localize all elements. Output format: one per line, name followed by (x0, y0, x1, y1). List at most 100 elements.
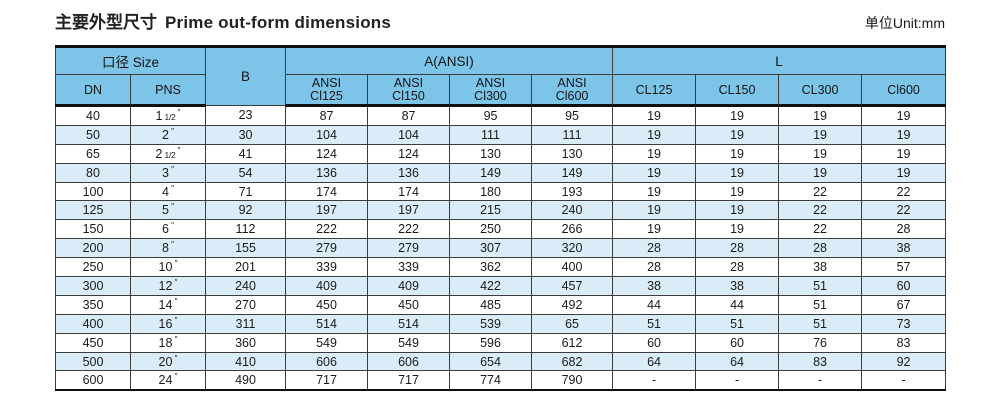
cell-dn: 250 (55, 257, 131, 278)
cell-b: 311 (205, 313, 287, 334)
cell-l-cl125: 19 (612, 162, 697, 183)
cell-l-cl600: - (861, 370, 947, 391)
cell-dn: 65 (55, 143, 131, 164)
cell-a-cl125: 222 (285, 219, 369, 240)
table-row-dn-65: 65 2 1/2 ″ 41 124 124 130 130 19 19 19 19 (55, 143, 947, 164)
header-size-group: 口径 Size (54, 46, 207, 75)
cell-l-cl300: 76 (778, 332, 863, 353)
cell-dn: 500 (55, 351, 131, 372)
cell-b: 41 (205, 143, 287, 164)
table-row-dn-100: 100 4 ″ 71 174 174 180 193 19 19 22 22 (55, 181, 947, 202)
cell-l-cl600: 38 (861, 238, 947, 259)
cell-a-cl600: 682 (531, 351, 614, 372)
cell-l-cl125: 44 (612, 294, 697, 315)
cell-pns: 20 ″ (129, 351, 207, 372)
table-row-dn-125: 125 5 ″ 92 197 197 215 240 19 19 22 22 (55, 200, 947, 221)
cell-a-cl150: 409 (367, 276, 451, 296)
cell-a-cl300: 485 (449, 294, 533, 315)
cell-a-cl125: 87 (285, 105, 369, 126)
cell-pns: 18 ″ (129, 332, 207, 353)
cell-a-cl125: 136 (285, 162, 369, 183)
cell-l-cl125: 19 (612, 200, 697, 221)
table-body: 40 1 1/2 ″ 23 87 87 95 95 19 19 19 19 50 2 ″ 30 104 104… (55, 105, 947, 391)
cell-a-cl300: 111 (449, 124, 533, 145)
cell-b: 30 (205, 124, 287, 145)
cell-a-cl150: 87 (367, 105, 451, 126)
header-a-cl300: ANSI Cl300 (449, 74, 533, 107)
cell-l-cl125: 38 (612, 276, 697, 296)
cell-dn: 80 (55, 162, 131, 183)
cell-a-cl150: 514 (367, 313, 451, 334)
cell-l-cl125: 19 (612, 181, 697, 202)
table-row-dn-200: 200 8 ″ 155 279 279 307 320 28 28 28 38 (55, 238, 947, 259)
cell-l-cl300: 22 (778, 219, 863, 240)
cell-l-cl150: - (695, 370, 780, 391)
header-a-cl150: ANSI Cl150 (367, 74, 451, 107)
cell-b: 23 (205, 105, 287, 126)
cell-a-cl125: 549 (285, 332, 369, 353)
header-l-group: L (612, 46, 947, 75)
cell-l-cl600: 92 (861, 351, 947, 372)
cell-a-cl600: 65 (531, 313, 614, 334)
cell-a-cl300: 250 (449, 219, 533, 240)
header-l-cl125: CL125 (612, 74, 697, 107)
cell-dn: 300 (55, 276, 131, 296)
cell-dn: 200 (55, 238, 131, 259)
cell-a-cl125: 339 (285, 257, 369, 278)
table-row-dn-600: 600 24 ″ 490 717 717 774 790- - - - (55, 370, 947, 391)
cell-b: 410 (205, 351, 287, 372)
cell-l-cl125: - (612, 370, 697, 391)
cell-a-cl600: 95 (531, 105, 614, 126)
cell-a-cl150: 174 (367, 181, 451, 202)
cell-l-cl150: 19 (695, 143, 780, 164)
cell-l-cl125: 19 (612, 143, 697, 164)
table-row-dn-400: 400 16 ″ 311 514 514 539 65 51 51 51 73 (55, 313, 947, 334)
cell-pns: 10 ″ (129, 257, 207, 278)
cell-pns: 12 ″ (129, 276, 207, 296)
cell-dn: 450 (55, 332, 131, 353)
cell-pns: 14 ″ (129, 294, 207, 315)
cell-l-cl150: 19 (695, 219, 780, 240)
dimensions-table: 口径 Size B A(ANSI) L DN PNS ANSI Cl125 ANSI… (54, 45, 947, 392)
header-l-cl300: CL300 (778, 74, 863, 107)
cell-a-cl600: 457 (531, 276, 614, 296)
header-a-cl600: ANSI Cl600 (531, 74, 614, 107)
cell-l-cl600: 19 (861, 162, 947, 183)
cell-l-cl300: 19 (778, 162, 863, 183)
cell-l-cl150: 19 (695, 124, 780, 145)
cell-l-cl300: 51 (778, 294, 863, 315)
table-header: 口径 Size B A(ANSI) L DN PNS ANSI Cl125 ANSI… (54, 46, 947, 107)
cell-dn: 50 (55, 124, 131, 145)
cell-pns: 24 ″ (129, 370, 207, 391)
cell-l-cl125: 19 (612, 124, 697, 145)
cell-a-cl125: 514 (285, 313, 369, 334)
cell-l-cl150: 19 (695, 200, 780, 221)
cell-a-cl125: 104 (285, 124, 369, 145)
table-row-dn-80: 80 3 ″ 54 136 136 149 149 19 19 19 19 (55, 162, 947, 183)
cell-a-cl125: 409 (285, 276, 369, 296)
header-a-group: A(ANSI) (285, 46, 614, 75)
cell-l-cl150: 60 (695, 332, 780, 353)
cell-b: 112 (205, 219, 287, 240)
cell-pns: 4 ″ (129, 181, 207, 202)
cell-l-cl600: 22 (861, 200, 947, 221)
cell-dn: 400 (55, 313, 131, 334)
cell-l-cl150: 38 (695, 276, 780, 296)
cell-b: 360 (205, 332, 287, 353)
cell-a-cl125: 124 (285, 143, 369, 164)
cell-pns: 2 ″ (129, 124, 207, 145)
cell-a-cl300: 130 (449, 143, 533, 164)
header-group-row: 口径 Size B A(ANSI) L (54, 46, 947, 106)
header-sub-row: DN PNS ANSI Cl125 ANSI Cl150 ANSI Cl300 ANSI Cl… (55, 74, 947, 107)
cell-a-cl150: 197 (367, 200, 451, 221)
cell-l-cl300: 38 (778, 257, 863, 278)
cell-pns: 8 ″ (129, 238, 207, 259)
cell-dn: 350 (55, 294, 131, 315)
table-row-dn-450: 450 18 ″ 360 549 549 596 612 60 60 76 83 (55, 332, 947, 353)
cell-l-cl300: 22 (778, 181, 863, 202)
header-l-cl600: Cl600 (861, 74, 947, 107)
cell-a-cl300: 422 (449, 276, 533, 296)
cell-b: 71 (205, 181, 287, 202)
cell-l-cl300: 51 (778, 276, 863, 296)
